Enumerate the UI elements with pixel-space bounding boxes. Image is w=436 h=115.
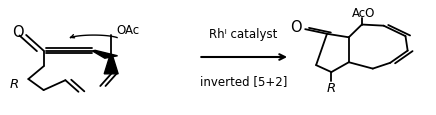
Text: Rhᴵ catalyst: Rhᴵ catalyst xyxy=(209,28,277,41)
Text: O: O xyxy=(290,20,301,35)
Text: OAc: OAc xyxy=(116,24,140,37)
Text: inverted [5+2]: inverted [5+2] xyxy=(200,74,287,87)
Text: R: R xyxy=(327,81,336,94)
Text: R: R xyxy=(10,78,19,90)
Polygon shape xyxy=(104,58,118,74)
Polygon shape xyxy=(92,51,118,59)
Text: AcO: AcO xyxy=(352,7,376,20)
Text: O: O xyxy=(13,25,24,40)
